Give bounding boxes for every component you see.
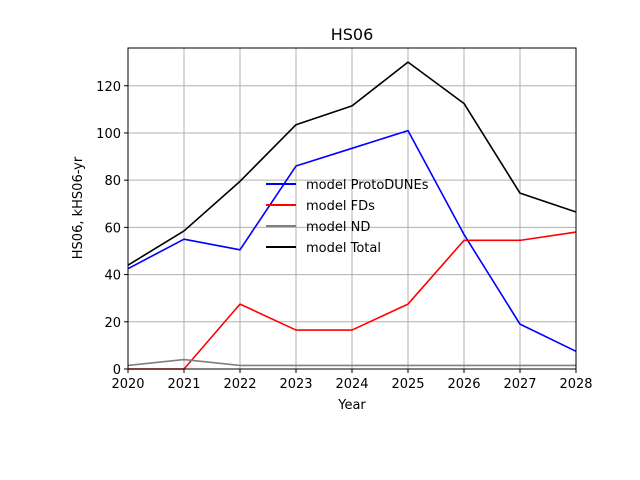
x-axis-ticks: 2020 2021 2022 2023 2024 2025 2026 2027 2028 [111,369,593,392]
grid-lines [127,48,577,370]
x-tick-label: 2025 [391,377,424,392]
x-tick-label: 2028 [559,377,592,392]
chart-title: HS06 [331,25,374,44]
y-axis-ticks: 0 20 40 60 80 100 120 [96,80,128,378]
y-tick-label: 60 [104,221,121,236]
x-axis-label: Year [337,398,366,413]
y-tick-label: 120 [96,80,121,95]
legend-label-model-fds: model FDs [306,199,375,214]
y-axis-label: HS06, kHS06-yr [71,156,86,259]
y-tick-label: 80 [104,174,121,189]
legend-label-model-protodunes: model ProtoDUNEs [306,178,429,193]
x-tick-label: 2021 [167,377,200,392]
x-tick-label: 2022 [223,377,256,392]
x-tick-label: 2023 [279,377,312,392]
legend-label-model-nd: model ND [306,220,370,235]
series-line-model-protodunes [127,129,577,353]
series-line-model-fds [128,231,577,370]
legend: model ProtoDUNEs model FDs model ND model T… [266,178,429,256]
x-tick-label: 2027 [503,377,536,392]
y-tick-label: 20 [104,316,121,331]
legend-label-model-total: model Total [306,241,381,256]
x-tick-label: 2026 [447,377,480,392]
series-line-model-total [127,61,577,266]
x-tick-label: 2020 [111,377,144,392]
y-tick-label: 40 [104,269,121,284]
series-lines [127,61,577,370]
y-tick-label: 0 [113,363,121,378]
y-tick-label: 100 [96,127,121,142]
series-line-model-nd [127,358,576,367]
x-tick-label: 2024 [335,377,368,392]
